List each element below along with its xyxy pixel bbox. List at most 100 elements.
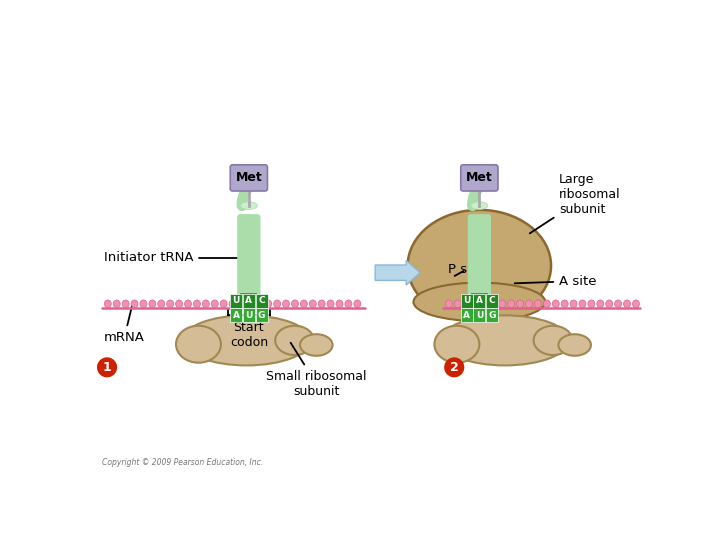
Text: C: C: [489, 296, 495, 305]
Ellipse shape: [490, 300, 497, 308]
Ellipse shape: [184, 300, 192, 308]
Ellipse shape: [499, 300, 505, 308]
Ellipse shape: [579, 300, 586, 308]
Ellipse shape: [274, 300, 281, 308]
Ellipse shape: [202, 300, 210, 308]
Ellipse shape: [534, 326, 572, 355]
FancyBboxPatch shape: [240, 293, 257, 308]
Ellipse shape: [336, 300, 343, 308]
Ellipse shape: [471, 202, 488, 210]
Ellipse shape: [561, 300, 568, 308]
FancyBboxPatch shape: [461, 165, 498, 191]
Text: Initiator tRNA: Initiator tRNA: [104, 252, 238, 265]
Text: C: C: [258, 296, 265, 305]
Text: G: G: [488, 311, 496, 320]
Text: A: A: [233, 311, 240, 320]
Ellipse shape: [434, 326, 480, 363]
Ellipse shape: [131, 300, 138, 308]
Ellipse shape: [606, 300, 613, 308]
Ellipse shape: [229, 300, 236, 308]
Text: mRNA: mRNA: [104, 306, 145, 344]
Ellipse shape: [122, 300, 129, 308]
Text: U: U: [463, 296, 470, 305]
FancyBboxPatch shape: [243, 308, 255, 322]
Ellipse shape: [345, 300, 352, 308]
Ellipse shape: [441, 315, 569, 366]
Text: Copyright © 2009 Pearson Education, Inc.: Copyright © 2009 Pearson Education, Inc.: [102, 458, 263, 467]
Ellipse shape: [104, 300, 112, 308]
FancyBboxPatch shape: [256, 308, 268, 322]
Ellipse shape: [354, 300, 361, 308]
Ellipse shape: [256, 300, 263, 308]
Ellipse shape: [508, 300, 515, 308]
Ellipse shape: [194, 300, 200, 308]
Text: A site: A site: [515, 275, 596, 288]
Ellipse shape: [275, 326, 314, 355]
Text: Met: Met: [466, 171, 492, 185]
Ellipse shape: [526, 300, 533, 308]
FancyBboxPatch shape: [473, 308, 485, 322]
Ellipse shape: [240, 202, 257, 210]
Ellipse shape: [167, 300, 174, 308]
Ellipse shape: [481, 300, 488, 308]
Ellipse shape: [183, 315, 310, 366]
Text: Met: Met: [235, 171, 262, 185]
Ellipse shape: [413, 282, 545, 321]
Text: A: A: [463, 311, 470, 320]
Ellipse shape: [265, 300, 271, 308]
Text: A: A: [246, 296, 252, 305]
Ellipse shape: [544, 300, 550, 308]
Ellipse shape: [552, 300, 559, 308]
Ellipse shape: [472, 300, 479, 308]
Ellipse shape: [292, 300, 298, 308]
Ellipse shape: [624, 300, 631, 308]
FancyBboxPatch shape: [237, 214, 261, 297]
Ellipse shape: [300, 300, 307, 308]
Text: Start
codon: Start codon: [230, 321, 268, 349]
Ellipse shape: [588, 300, 595, 308]
Text: G: G: [258, 311, 265, 320]
Ellipse shape: [176, 326, 221, 363]
Ellipse shape: [463, 300, 470, 308]
FancyBboxPatch shape: [256, 294, 268, 308]
FancyBboxPatch shape: [461, 294, 472, 308]
Circle shape: [444, 357, 464, 377]
Ellipse shape: [516, 300, 523, 308]
Ellipse shape: [632, 300, 639, 308]
Text: 2: 2: [450, 361, 459, 374]
Ellipse shape: [534, 300, 541, 308]
FancyBboxPatch shape: [243, 294, 255, 308]
Text: U: U: [245, 311, 253, 320]
Circle shape: [97, 357, 117, 377]
Ellipse shape: [282, 300, 289, 308]
FancyBboxPatch shape: [230, 294, 242, 308]
Ellipse shape: [140, 300, 147, 308]
FancyBboxPatch shape: [486, 294, 498, 308]
Ellipse shape: [310, 300, 316, 308]
FancyBboxPatch shape: [473, 294, 485, 308]
Text: 1: 1: [103, 361, 112, 374]
Ellipse shape: [176, 300, 183, 308]
FancyBboxPatch shape: [468, 214, 491, 297]
Ellipse shape: [113, 300, 120, 308]
FancyBboxPatch shape: [230, 308, 242, 322]
Text: P site: P site: [448, 263, 485, 276]
Ellipse shape: [408, 210, 551, 321]
Text: Large
ribosomal
subunit: Large ribosomal subunit: [530, 173, 621, 233]
Ellipse shape: [615, 300, 621, 308]
Ellipse shape: [570, 300, 577, 308]
Text: A: A: [476, 296, 483, 305]
FancyBboxPatch shape: [486, 308, 498, 322]
Ellipse shape: [238, 300, 245, 308]
Ellipse shape: [300, 334, 333, 356]
Ellipse shape: [158, 300, 165, 308]
Ellipse shape: [597, 300, 604, 308]
Ellipse shape: [559, 334, 591, 356]
FancyBboxPatch shape: [471, 293, 488, 308]
Ellipse shape: [454, 300, 462, 308]
FancyBboxPatch shape: [230, 165, 267, 191]
FancyBboxPatch shape: [461, 308, 472, 322]
Text: U: U: [233, 296, 240, 305]
Text: Small ribosomal
subunit: Small ribosomal subunit: [266, 343, 366, 397]
Ellipse shape: [445, 300, 452, 308]
